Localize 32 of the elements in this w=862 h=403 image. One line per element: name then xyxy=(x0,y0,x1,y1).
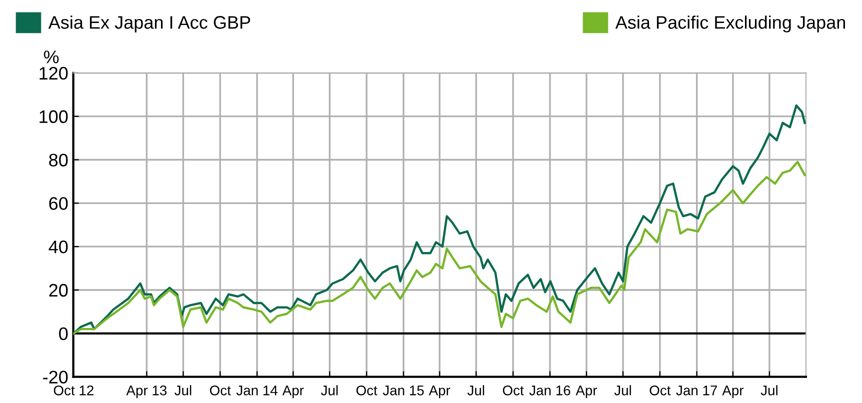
line-series xyxy=(73,104,806,335)
x-tick-label: Jul xyxy=(174,385,192,396)
legend-label: Asia Pacific Excluding Japan xyxy=(615,16,845,32)
x-tick-label: Jan 14 xyxy=(236,386,278,396)
y-tick-label: 80 xyxy=(49,154,68,166)
x-tick-label: Apr xyxy=(576,386,598,398)
y-tick-label: -20 xyxy=(43,370,68,384)
x-tick-label: Jan 16 xyxy=(529,386,570,396)
x-tick-label: Jan 17 xyxy=(676,386,717,396)
y-tick-label: 100 xyxy=(40,110,68,124)
y-tick-label: 60 xyxy=(49,197,68,210)
line-series xyxy=(73,160,806,335)
y-tick-label: 40 xyxy=(48,240,68,254)
x-tick-label: Apr xyxy=(282,386,304,398)
x-tick-label: Jul xyxy=(321,385,338,396)
x-tick-label: Jul xyxy=(760,385,778,396)
x-tick-label: Jul xyxy=(467,385,484,396)
y-tick-label: 20 xyxy=(49,284,68,297)
y-tick-label: 120 xyxy=(40,66,68,80)
x-tick-label: Oct 12 xyxy=(54,386,94,396)
x-tick-label: Oct xyxy=(356,386,378,396)
y-tick-label: 0 xyxy=(59,327,68,340)
x-tick-label: Apr 13 xyxy=(126,386,167,398)
x-tick-label: Apr xyxy=(428,386,450,398)
legend-label: Asia Ex Japan I Acc GBP xyxy=(48,16,250,32)
x-tick-label: Jul xyxy=(614,385,631,396)
x-tick-label: Apr xyxy=(722,386,744,398)
x-tick-label: Oct xyxy=(502,386,524,396)
y-axis-title: % xyxy=(44,50,59,64)
x-tick-label: Jan 15 xyxy=(382,386,424,396)
x-tick-label: Oct xyxy=(650,386,671,396)
x-tick-label: Oct xyxy=(210,386,231,396)
